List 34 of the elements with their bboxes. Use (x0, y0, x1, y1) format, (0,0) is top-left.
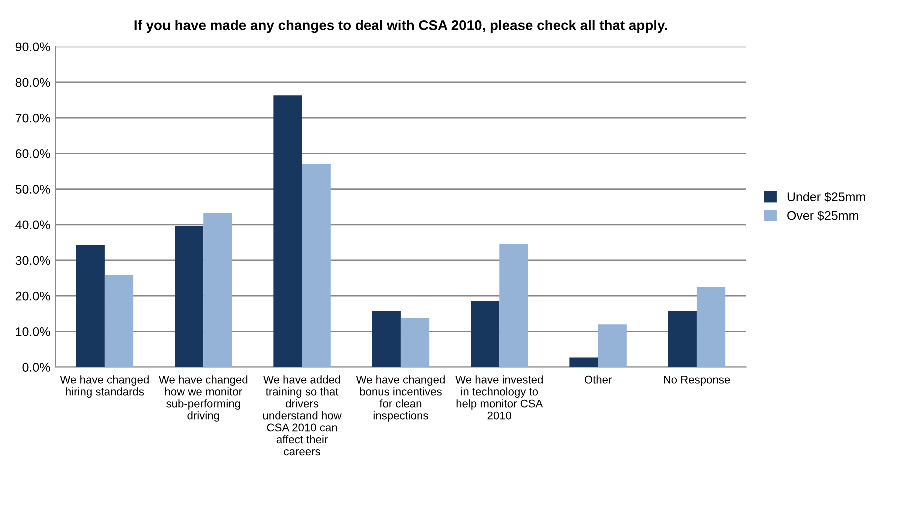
bar (204, 213, 232, 368)
bar (598, 324, 627, 368)
y-tick-label: 0.0% (22, 363, 50, 372)
bar (372, 311, 401, 368)
y-tick-label: 90.0% (16, 42, 50, 52)
y-tick-label: 10.0% (16, 328, 50, 336)
x-tick-label: We have added training so that drivers understand how CSA 2010 can affect their careers (263, 376, 342, 456)
x-tick-label: We have changed how we monitor sub-performing driving (158, 376, 248, 422)
y-tick-label: 40.0% (16, 220, 50, 230)
bar (668, 311, 697, 368)
bar (104, 275, 134, 368)
legend-label: Under $25mm (788, 192, 866, 202)
x-tick-label: We have invested in technology to help monitor CSA 2010 (456, 376, 544, 420)
chart-title: If you have made any changes to deal with CSA 2010, please check all that apply. (134, 20, 668, 34)
bar (175, 226, 204, 368)
x-tick-label: We have changed bonus incentives for clean inspections (356, 376, 445, 422)
bar (696, 287, 726, 368)
y-tick-label: 20.0% (16, 292, 50, 301)
y-tick-label: 50.0% (16, 185, 50, 194)
bar (274, 96, 302, 368)
bar (471, 301, 500, 368)
x-tick-label: We have changed hiring standards (60, 376, 149, 398)
legend-label: Over $25mm (788, 210, 858, 221)
bar (302, 164, 331, 368)
y-tick-label: 60.0% (16, 149, 50, 158)
y-tick-label: 70.0% (16, 114, 50, 123)
bar (500, 244, 528, 368)
y-tick-label: 30.0% (16, 256, 50, 266)
x-tick-label: No Response (664, 376, 730, 386)
y-tick-label: 80.0% (16, 78, 50, 88)
bar (400, 318, 430, 368)
bar (570, 358, 598, 368)
x-tick-label: Other (584, 376, 612, 384)
bar (76, 245, 105, 368)
